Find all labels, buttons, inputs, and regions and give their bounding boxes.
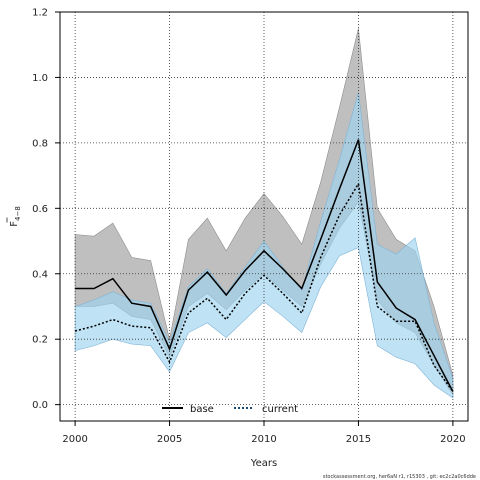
- y-tick-label-1.0: 1.0: [32, 73, 48, 84]
- y-tick-label-0.6: 0.6: [32, 204, 48, 215]
- x-axis-ticks: 2000 2005 2010 2015 2020: [62, 421, 466, 445]
- y-axis-title-subscript: 4−8: [14, 206, 22, 221]
- x-tick-label-2020: 2020: [440, 434, 465, 445]
- x-tick-label-2005: 2005: [157, 434, 182, 445]
- y-tick-label-1.2: 1.2: [32, 8, 48, 19]
- y-axis-ticks: 0.0 0.2 0.4 0.6 0.8 1.0 1.2: [32, 8, 60, 411]
- y-axis-title-main: F: [9, 221, 20, 227]
- legend-label-base: base: [190, 404, 214, 415]
- svg-text:F4−8: F4−8: [9, 206, 22, 227]
- y-tick-label-0.8: 0.8: [32, 138, 48, 149]
- legend: base current: [162, 404, 298, 415]
- series-line-current: [74, 181, 454, 392]
- y-tick-label-0.2: 0.2: [32, 335, 48, 346]
- x-tick-label-2000: 2000: [62, 434, 87, 445]
- x-axis-title: Years: [250, 458, 277, 469]
- grid-lines: [60, 11, 468, 421]
- series-line-base: [75, 139, 454, 392]
- y-axis-title: F4−8: [6, 206, 22, 227]
- y-tick-label-0.4: 0.4: [32, 269, 48, 280]
- y-tick-label-0.0: 0.0: [32, 400, 48, 411]
- x-tick-label-2010: 2010: [251, 434, 276, 445]
- series-lines: [74, 139, 454, 392]
- watermark-text: stockassessment.org, her6aN r1, r15303 ,…: [323, 474, 476, 480]
- legend-label-current: current: [262, 404, 298, 415]
- x-tick-label-2015: 2015: [346, 434, 371, 445]
